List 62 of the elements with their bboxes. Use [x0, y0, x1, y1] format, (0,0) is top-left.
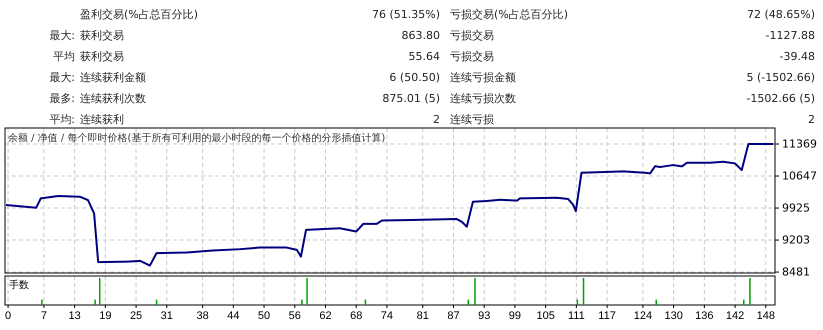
y-tick-label: 10647 [782, 170, 817, 183]
text: 余额 / 净值 / 每个即时价格(基于所有可利用的最小时段的每一个价格的分形插值计算) [8, 132, 386, 144]
text: 连续亏损次数 [450, 92, 516, 105]
y-tick-label: 9925 [782, 202, 810, 215]
text: 连续获利 [80, 113, 124, 126]
x-tick-label: 50 [258, 310, 270, 322]
text: 平均 [53, 50, 75, 63]
text: 863.80 [402, 29, 440, 42]
x-tick-label: 19 [99, 310, 112, 322]
x-tick-label: 13 [68, 310, 81, 322]
y-tick-label: 8481 [782, 266, 810, 279]
text: 2 [808, 113, 815, 126]
y-axis-title: 手数 [9, 279, 29, 291]
x-tick-label: 81 [416, 310, 429, 322]
x-tick-label: 87 [447, 310, 460, 322]
text: 连续亏损金额 [450, 71, 516, 84]
x-tick-label: 0 [5, 310, 12, 322]
text: 2 [433, 113, 440, 126]
y-tick-label: 9203 [782, 234, 810, 247]
text: 平均: [49, 113, 75, 126]
line-series [5, 143, 774, 267]
text: 76 (51.35%) [372, 8, 440, 21]
text: 最大: [49, 29, 75, 42]
x-tick-label: 142 [726, 310, 744, 322]
text: 72 (48.65%) [746, 8, 815, 21]
text: -1502.66 (5) [746, 92, 815, 105]
text: 亏损交易(%占总百分比) [450, 8, 568, 21]
x-tick-label: 99 [508, 310, 522, 322]
text: 875.01 (5) [382, 92, 440, 105]
x-tick-label: 93 [478, 310, 490, 322]
x-tick-label: 68 [350, 310, 362, 322]
x-tick-label: 74 [380, 310, 394, 322]
text: 连续获利次数 [80, 92, 146, 105]
x-tick-label: 7 [40, 310, 47, 322]
text: -39.48 [780, 50, 815, 63]
x-tick-label: 31 [160, 310, 173, 322]
text: 6 (50.50) [389, 71, 440, 84]
x-tick-label: 124 [634, 310, 652, 322]
text: -1127.88 [766, 29, 815, 42]
x-tick-label: 44 [227, 310, 240, 322]
text: 亏损交易 [450, 29, 494, 42]
text: 盈利交易(%占总百分比) [80, 8, 198, 21]
text: 获利交易 [80, 50, 124, 63]
x-tick-label: 130 [664, 310, 683, 322]
x-tick-label: 136 [695, 310, 714, 322]
text: 连续获利金额 [80, 71, 146, 84]
text: 最大: [49, 71, 75, 84]
x-tick-label: 117 [598, 310, 616, 322]
text: 获利交易 [80, 29, 124, 42]
text: 5 (-1502.66) [746, 71, 815, 84]
text: 亏损交易 [450, 50, 494, 63]
x-tick-label: 25 [130, 310, 142, 322]
x-tick-label: 56 [288, 310, 301, 322]
text: 最多: [49, 92, 75, 105]
text: 连续亏损 [450, 113, 494, 126]
x-tick-label: 111 [568, 310, 585, 322]
x-tick-label: 38 [196, 310, 209, 322]
text: 55.64 [408, 50, 440, 63]
y-tick-label: 11369 [782, 138, 817, 151]
x-tick-label: 105 [536, 310, 555, 322]
x-tick-label: 62 [319, 310, 332, 322]
x-tick-label: 148 [756, 310, 775, 322]
